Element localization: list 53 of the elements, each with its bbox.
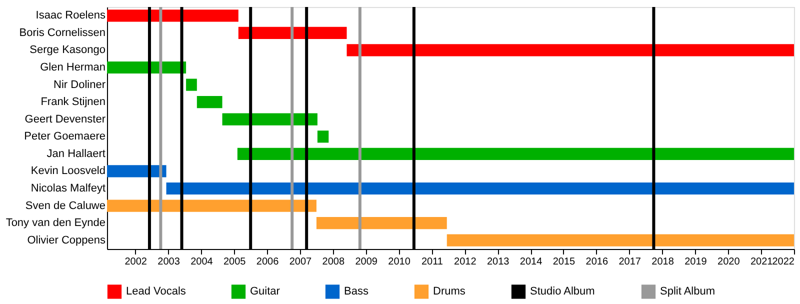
x-tick-label: 2019 — [684, 256, 708, 268]
bar — [446, 234, 794, 246]
legend-label: Lead Vocals — [126, 286, 186, 298]
y-tick-label: Serge Kasongo — [30, 44, 106, 56]
x-tick-label: 2007 — [289, 256, 312, 268]
x-tick-label: 2010 — [388, 256, 411, 268]
y-tick-label: Isaac Roelens — [36, 10, 106, 22]
bar — [107, 165, 166, 178]
bar — [166, 182, 794, 195]
x-tick-label: 2009 — [355, 256, 378, 268]
bar — [186, 78, 197, 91]
y-tick-label: Peter Goemaere — [24, 130, 106, 143]
bar — [316, 217, 447, 230]
x-tick-label: 2013 — [486, 256, 510, 268]
x-tick-label: 2015 — [552, 256, 576, 268]
x-tick-label: 2004 — [190, 256, 214, 268]
x-tick-label: 2012 — [454, 256, 477, 268]
y-tick-label: Boris Cornelissen — [19, 26, 106, 39]
x-tick-label: 2014 — [520, 256, 543, 268]
legend-label: Guitar — [250, 286, 280, 298]
y-tick-label: Glen Herman — [40, 62, 106, 74]
y-tick-label: Sven de Caluwe — [25, 200, 106, 212]
x-tick-label: 2006 — [256, 256, 280, 268]
y-tick-label: Geert Devenster — [24, 113, 106, 126]
x-tick-label: 2018 — [652, 256, 674, 268]
x-tick-label: 2008 — [322, 256, 345, 268]
x-tick-label: 2022 — [772, 256, 795, 268]
bar — [237, 148, 794, 160]
x-tick-label: 2003 — [158, 256, 180, 268]
y-tick-label: Tony van den Eynde — [6, 217, 106, 230]
x-tick-label: 2020 — [718, 256, 740, 268]
legend-label: Bass — [344, 286, 369, 298]
bar — [317, 130, 329, 143]
y-tick-label: Olivier Coppens — [27, 234, 106, 246]
bar — [346, 44, 794, 56]
y-tick-label: Kevin Loosveld — [30, 165, 106, 178]
x-tick-label: 2002 — [124, 256, 148, 268]
x-tick-label: 2021 — [750, 256, 774, 268]
y-tick-label: Frank Stijnen — [40, 96, 106, 108]
bar — [222, 113, 318, 126]
x-tick-label: 2011 — [421, 256, 444, 268]
bar — [196, 96, 222, 108]
bar — [107, 10, 238, 22]
y-tick-label: Nir Doliner — [54, 78, 106, 91]
legend-label: Studio Album — [530, 286, 595, 298]
legend-label: Split Album — [660, 286, 716, 298]
x-tick-label: 2017 — [618, 256, 642, 268]
legend-label: Drums — [433, 286, 466, 298]
x-tick-label: 2005 — [224, 256, 246, 268]
bar — [238, 26, 347, 39]
y-tick-label: Jan Hallaert — [46, 148, 106, 160]
x-tick-label: 2016 — [586, 256, 608, 268]
y-tick-label: Nicolas Malfeyt — [30, 182, 106, 194]
